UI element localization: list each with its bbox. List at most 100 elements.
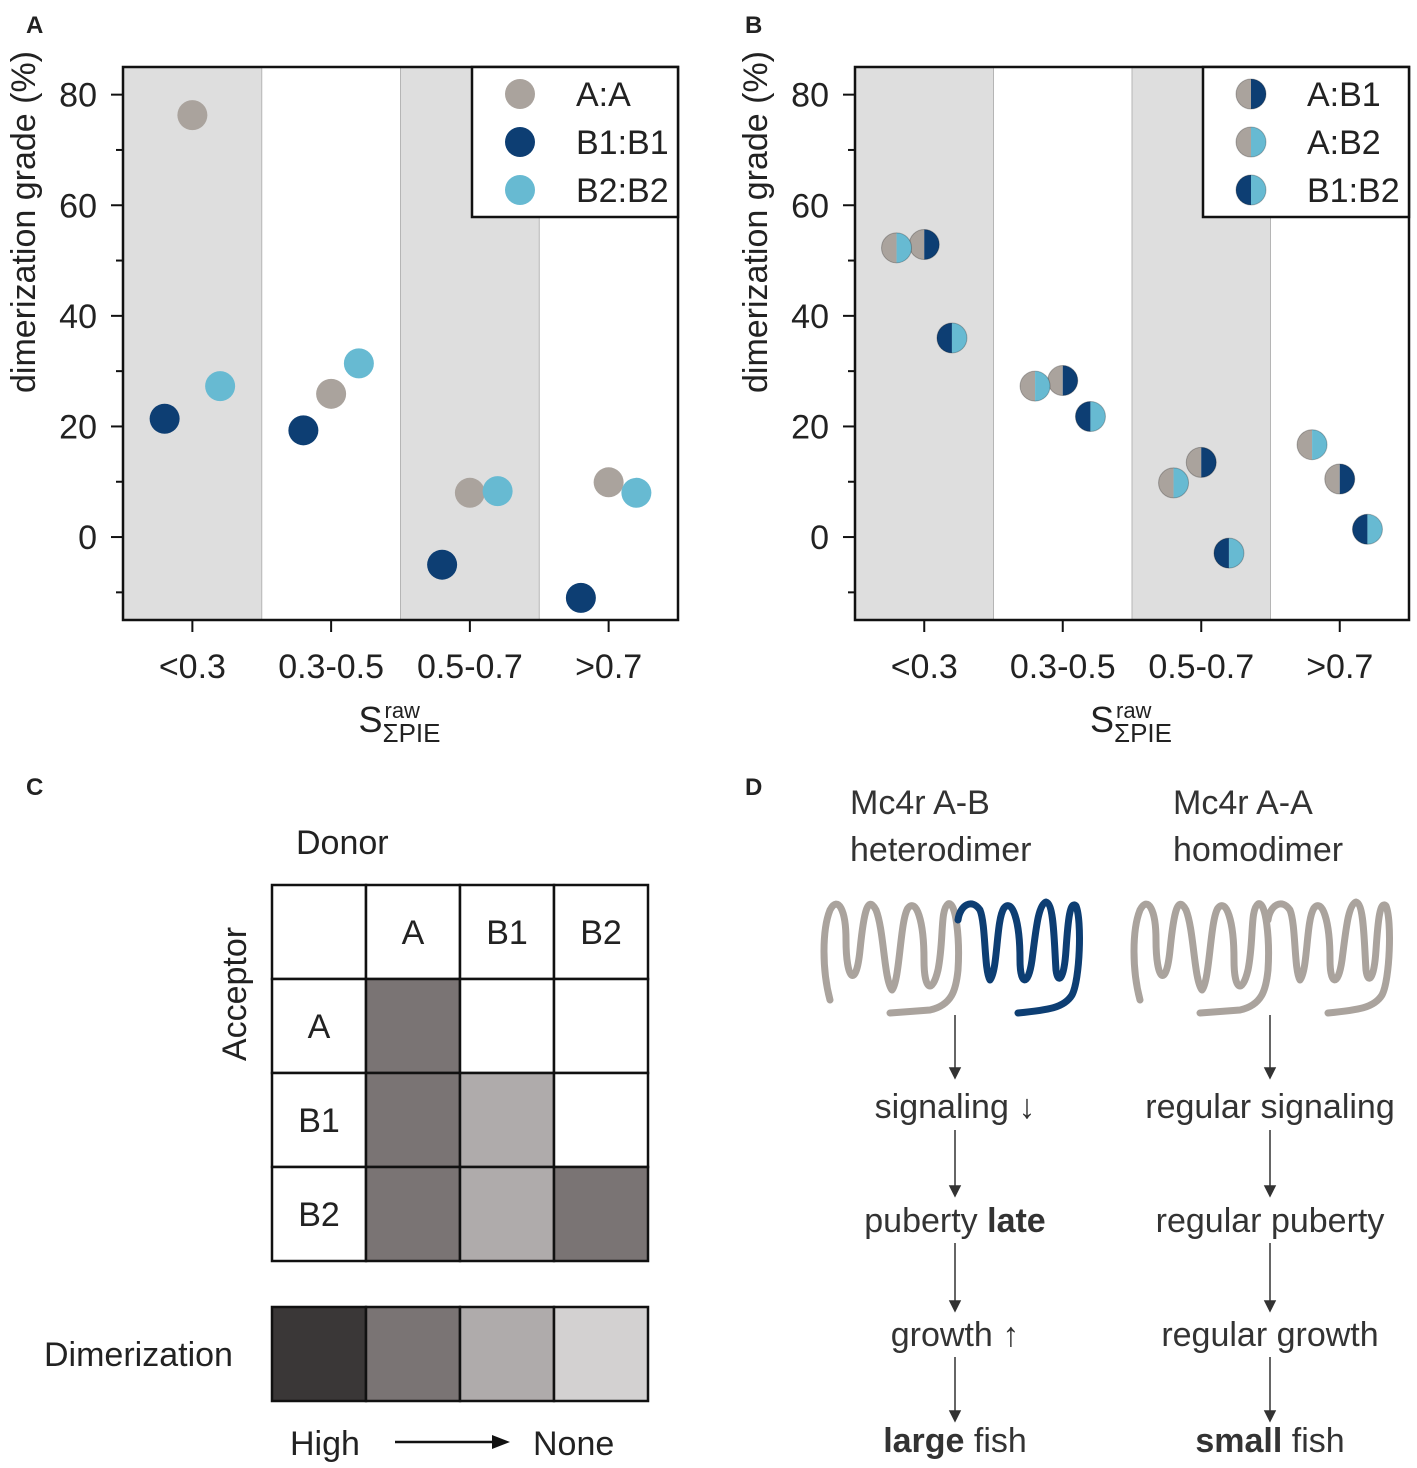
x-tick-label: 0.5-0.7 bbox=[417, 648, 523, 686]
scale-swatch bbox=[270, 1305, 368, 1403]
flow-left-title-line1: Mc4r A-B bbox=[850, 784, 990, 822]
data-point bbox=[1296, 429, 1328, 461]
y-tick-label: 80 bbox=[59, 77, 97, 115]
legend-label: A:A bbox=[576, 76, 631, 114]
data-point bbox=[1213, 537, 1245, 569]
matrix-cell bbox=[364, 1165, 462, 1263]
matrix-cell bbox=[364, 1071, 462, 1169]
x-tick-label: >0.7 bbox=[1306, 648, 1373, 686]
y-tick-label: 20 bbox=[59, 408, 97, 446]
legend-label: A:B1 bbox=[1307, 76, 1381, 114]
data-point bbox=[565, 582, 596, 613]
matrix-cell bbox=[552, 1165, 650, 1263]
flow-right-growth: regular growth bbox=[1161, 1316, 1379, 1354]
receptor-a-protomer-icon bbox=[1264, 898, 1393, 1017]
x-axis-label-sub: ΣPIE bbox=[383, 718, 441, 748]
shaded-band bbox=[855, 67, 994, 620]
scale-swatch bbox=[458, 1305, 556, 1403]
receptor-illustration bbox=[820, 898, 1393, 1423]
x-axis-label-sub: ΣPIE bbox=[1114, 718, 1172, 748]
x-tick-label: >0.7 bbox=[575, 648, 642, 686]
data-point bbox=[177, 100, 208, 131]
y-tick-label: 40 bbox=[791, 298, 829, 336]
x-tick-label: 0.5-0.7 bbox=[1148, 648, 1254, 686]
data-point bbox=[1158, 467, 1190, 499]
data-point bbox=[908, 229, 940, 261]
matrix-column-header bbox=[552, 883, 650, 981]
matrix-grid: A B1 B2 A B1 B2 bbox=[270, 883, 650, 1263]
matrix-column-header bbox=[364, 883, 462, 981]
data-point bbox=[427, 549, 458, 580]
acceptor-label: Acceptor bbox=[216, 927, 254, 1061]
data-point bbox=[1351, 513, 1383, 545]
y-tick-label: 40 bbox=[59, 298, 97, 336]
data-point bbox=[482, 476, 513, 507]
matrix-column-label: B1 bbox=[486, 914, 528, 952]
legend-label: B1:B2 bbox=[1307, 172, 1400, 210]
flow-right-title-line2: homodimer bbox=[1173, 831, 1344, 869]
legend-label: B1:B1 bbox=[576, 124, 669, 162]
y-axis-label: dimerization grade (%) bbox=[5, 51, 43, 393]
x-tick-label: <0.3 bbox=[891, 648, 958, 686]
legend-marker bbox=[505, 79, 535, 109]
legend-label: A:B2 bbox=[1307, 124, 1381, 162]
data-point bbox=[1047, 365, 1079, 397]
matrix-row-header bbox=[270, 977, 368, 1075]
data-point bbox=[1074, 400, 1106, 432]
data-point bbox=[205, 371, 236, 402]
flow-right-outcome-suffix: fish bbox=[1282, 1422, 1345, 1460]
data-point bbox=[936, 322, 968, 354]
x-tick-label: 0.3-0.5 bbox=[1010, 648, 1116, 686]
matrix-column-header bbox=[458, 883, 556, 981]
chart-a-scatter: 0 20 40 60 80 <0.3 0.3-0.5 0.5-0.7 >0.7 dimerizat… bbox=[5, 51, 680, 748]
y-axis-label: dimerization grade (%) bbox=[737, 51, 775, 393]
dimerization-matrix: Donor Acceptor A B1 B2 A B1 B2 Dimerization H… bbox=[44, 824, 650, 1463]
flow-right-title-line1: Mc4r A-A bbox=[1173, 784, 1313, 822]
x-axis-label-sup: raw bbox=[1116, 698, 1152, 723]
y-tick-label: 60 bbox=[59, 187, 97, 225]
data-point bbox=[454, 477, 485, 508]
matrix-row-label: B1 bbox=[298, 1102, 340, 1140]
matrix-corner-cell bbox=[270, 883, 368, 981]
panel-label-a: A bbox=[26, 12, 44, 39]
matrix-cell bbox=[552, 1071, 650, 1169]
plot-frame bbox=[853, 65, 1411, 622]
scale-swatch bbox=[364, 1305, 462, 1403]
flow-left-outcome-emphasis: large bbox=[883, 1422, 965, 1460]
panel-label-b: B bbox=[745, 12, 763, 39]
flow-left-signaling: signaling ↓ bbox=[874, 1088, 1036, 1126]
scale-label: Dimerization bbox=[44, 1336, 233, 1374]
matrix-cell bbox=[552, 977, 650, 1075]
flow-left-puberty-prefix: puberty bbox=[864, 1202, 988, 1240]
chart-b-scatter: 0 20 40 60 80 <0.3 0.3-0.5 0.5-0.7 >0.7 dimerizat… bbox=[737, 51, 1411, 748]
y-tick-label: 60 bbox=[791, 187, 829, 225]
legend-marker bbox=[1235, 78, 1267, 110]
x-axis-label-sup: raw bbox=[385, 698, 421, 723]
flow-left-title-line2: heterodimer bbox=[850, 831, 1032, 869]
flow-left-outcome: large fish bbox=[883, 1422, 1027, 1461]
data-point bbox=[881, 232, 913, 264]
x-tick-label: 0.3-0.5 bbox=[278, 648, 384, 686]
receptor-a-protomer-icon bbox=[820, 900, 962, 1017]
legend-marker bbox=[505, 175, 535, 205]
legend-marker bbox=[505, 127, 535, 157]
matrix-row-header bbox=[270, 1165, 368, 1263]
matrix-cell bbox=[458, 1071, 556, 1169]
data-point bbox=[1185, 446, 1217, 478]
matrix-row-label: A bbox=[308, 1008, 331, 1046]
matrix-column-label: A bbox=[402, 914, 425, 952]
data-point bbox=[621, 477, 652, 508]
flow-right-outcome: small fish bbox=[1195, 1422, 1344, 1461]
matrix-column-label: B2 bbox=[580, 914, 622, 952]
donor-label: Donor bbox=[296, 824, 389, 862]
data-point bbox=[343, 348, 374, 379]
flow-arrows bbox=[948, 1015, 1277, 1423]
data-point bbox=[593, 467, 624, 498]
y-tick-label: 0 bbox=[810, 519, 829, 557]
legend-marker bbox=[1235, 126, 1267, 158]
panel-label-d: D bbox=[745, 774, 763, 801]
legend-label: B2:B2 bbox=[576, 172, 669, 210]
flow-left-puberty: puberty late bbox=[864, 1202, 1045, 1241]
data-point bbox=[288, 415, 319, 446]
y-tick-label: 80 bbox=[791, 77, 829, 115]
